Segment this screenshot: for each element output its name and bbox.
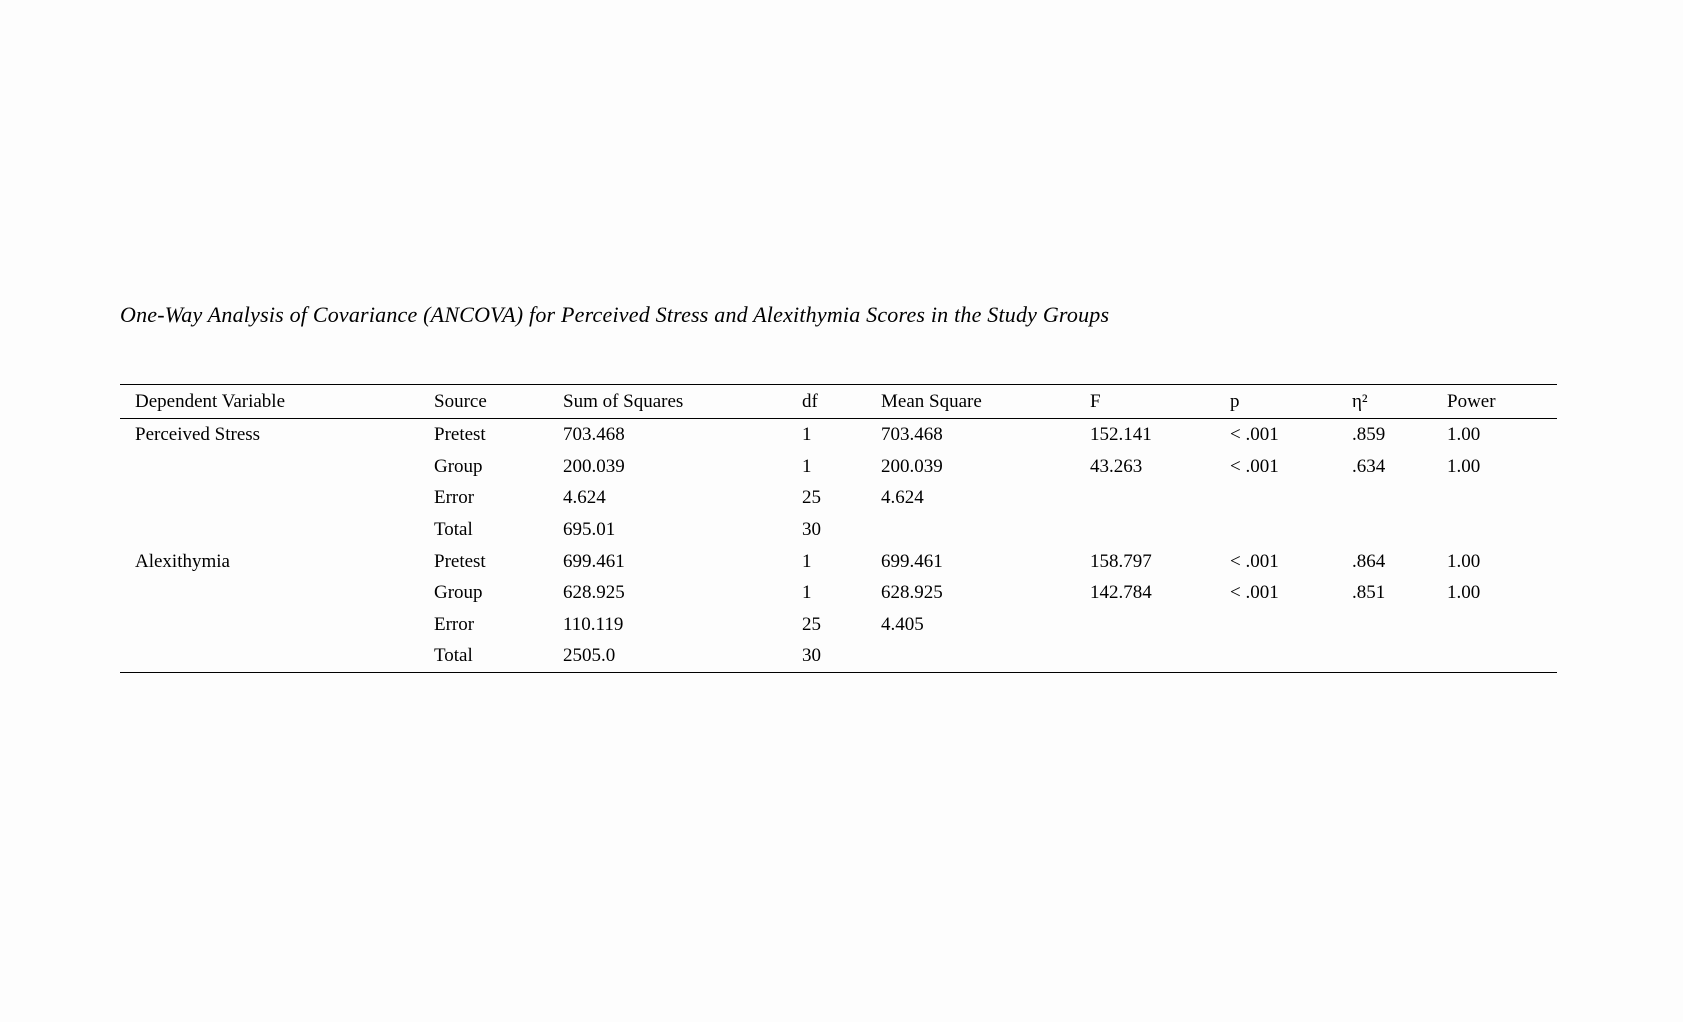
cell-df: 30 bbox=[802, 640, 881, 673]
cell-sum-of-squares: 628.925 bbox=[563, 582, 625, 604]
cell-mean-square: 4.624 bbox=[881, 487, 924, 509]
cell-dependent-variable bbox=[120, 640, 434, 673]
cell-eta-squared bbox=[1352, 609, 1447, 641]
ancova-table: Dependent Variable Source Sum of Squares… bbox=[120, 384, 1557, 673]
table-header: Dependent Variable Source Sum of Squares… bbox=[120, 384, 1557, 419]
cell-eta-squared: .634 bbox=[1352, 455, 1386, 477]
cell-dependent-variable bbox=[120, 482, 434, 514]
cell-p bbox=[1230, 482, 1352, 514]
cell-f: 142.784 bbox=[1090, 582, 1152, 604]
cell-sum-of-squares: 695.01 bbox=[563, 519, 616, 541]
cell-df: 25 bbox=[802, 487, 821, 509]
cell-p bbox=[1230, 514, 1352, 546]
cell-sum-of-squares: 699.461 bbox=[563, 550, 625, 572]
cell-source: Group bbox=[434, 455, 483, 477]
cell-mean-square: 703.468 bbox=[881, 424, 943, 446]
cell-f: 152.141 bbox=[1090, 424, 1152, 446]
cell-p bbox=[1230, 609, 1352, 641]
cell-eta-squared bbox=[1352, 482, 1447, 514]
cell-eta-squared: .851 bbox=[1352, 582, 1386, 604]
cell-eta-squared: .864 bbox=[1352, 550, 1386, 572]
cell-df: 1 bbox=[802, 455, 812, 477]
column-header-source: Source bbox=[434, 384, 563, 419]
table-row: Alexithymia Pretest 699.461 1 699.461 15… bbox=[120, 545, 1557, 577]
cell-source: Group bbox=[434, 582, 483, 604]
cell-eta-squared: .859 bbox=[1352, 424, 1386, 446]
cell-power bbox=[1447, 482, 1557, 514]
cell-p: < .001 bbox=[1230, 550, 1279, 572]
column-header-sum-of-squares: Sum of Squares bbox=[563, 384, 802, 419]
cell-mean-square: 200.039 bbox=[881, 455, 943, 477]
cell-source: Error bbox=[434, 487, 475, 509]
cell-f bbox=[1090, 609, 1230, 641]
cell-sum-of-squares: 2505.0 bbox=[563, 640, 802, 673]
cell-dependent-variable bbox=[120, 609, 434, 641]
cell-p: < .001 bbox=[1230, 455, 1279, 477]
cell-source: Total bbox=[434, 519, 473, 541]
table-row: Total 695.01 30 bbox=[120, 514, 1557, 546]
table-title: One-Way Analysis of Covariance (ANCOVA) … bbox=[120, 302, 1110, 327]
cell-power: 1.00 bbox=[1447, 550, 1481, 572]
column-header-mean-square: Mean Square bbox=[881, 384, 1090, 419]
cell-source: Pretest bbox=[434, 550, 486, 572]
cell-mean-square: 699.461 bbox=[881, 550, 943, 572]
cell-df: 30 bbox=[802, 519, 821, 541]
cell-power: 1.00 bbox=[1447, 455, 1481, 477]
cell-power: 1.00 bbox=[1447, 424, 1481, 446]
cell-dependent-variable bbox=[120, 514, 434, 546]
cell-mean-square: 4.405 bbox=[881, 613, 924, 635]
cell-df: 1 bbox=[802, 424, 812, 446]
cell-sum-of-squares: 703.468 bbox=[563, 424, 625, 446]
cell-power bbox=[1447, 640, 1557, 673]
cell-p bbox=[1230, 640, 1352, 673]
cell-power bbox=[1447, 609, 1557, 641]
cell-source: Error bbox=[434, 613, 475, 635]
column-header-df: df bbox=[802, 384, 881, 419]
column-header-f: F bbox=[1090, 384, 1230, 419]
table-row: Perceived Stress Pretest 703.468 1 703.4… bbox=[120, 419, 1557, 451]
column-header-power: Power bbox=[1447, 384, 1557, 419]
cell-df: 25 bbox=[802, 613, 821, 635]
cell-df: 1 bbox=[802, 582, 812, 604]
cell-power bbox=[1447, 514, 1557, 546]
cell-dependent-variable: Alexithymia bbox=[135, 550, 230, 572]
column-header-dependent-variable: Dependent Variable bbox=[120, 384, 434, 419]
table-row: Error 110.119 25 4.405 bbox=[120, 609, 1557, 641]
cell-mean-square bbox=[881, 640, 1090, 673]
cell-eta-squared bbox=[1352, 514, 1447, 546]
cell-sum-of-squares: 110.119 bbox=[563, 613, 624, 635]
cell-sum-of-squares: 200.039 bbox=[563, 455, 625, 477]
cell-f bbox=[1090, 482, 1230, 514]
cell-dependent-variable: Perceived Stress bbox=[135, 424, 261, 446]
cell-p: < .001 bbox=[1230, 582, 1279, 604]
cell-f bbox=[1090, 640, 1230, 673]
cell-dependent-variable bbox=[120, 577, 434, 609]
cell-source: Pretest bbox=[434, 424, 486, 446]
cell-p: < .001 bbox=[1230, 424, 1279, 446]
cell-df: 1 bbox=[802, 550, 812, 572]
cell-source: Total bbox=[434, 640, 563, 673]
cell-power: 1.00 bbox=[1447, 582, 1481, 604]
cell-f bbox=[1090, 514, 1230, 546]
cell-mean-square bbox=[881, 514, 1090, 546]
cell-dependent-variable bbox=[120, 451, 434, 483]
column-header-eta-squared: η² bbox=[1352, 384, 1447, 419]
cell-mean-square: 628.925 bbox=[881, 582, 943, 604]
header-row: Dependent Variable Source Sum of Squares… bbox=[120, 384, 1557, 419]
cell-sum-of-squares: 4.624 bbox=[563, 487, 606, 509]
cell-eta-squared bbox=[1352, 640, 1447, 673]
table-row: Error 4.624 25 4.624 bbox=[120, 482, 1557, 514]
table-row: Group 200.039 1 200.039 43.263 < .001 .6… bbox=[120, 451, 1557, 483]
table-body: Perceived Stress Pretest 703.468 1 703.4… bbox=[120, 419, 1557, 673]
cell-f: 43.263 bbox=[1090, 455, 1143, 477]
table-row: Total 2505.0 30 bbox=[120, 640, 1557, 673]
column-header-p: p bbox=[1230, 384, 1352, 419]
table-row: Group 628.925 1 628.925 142.784 < .001 .… bbox=[120, 577, 1557, 609]
cell-f: 158.797 bbox=[1090, 550, 1152, 572]
